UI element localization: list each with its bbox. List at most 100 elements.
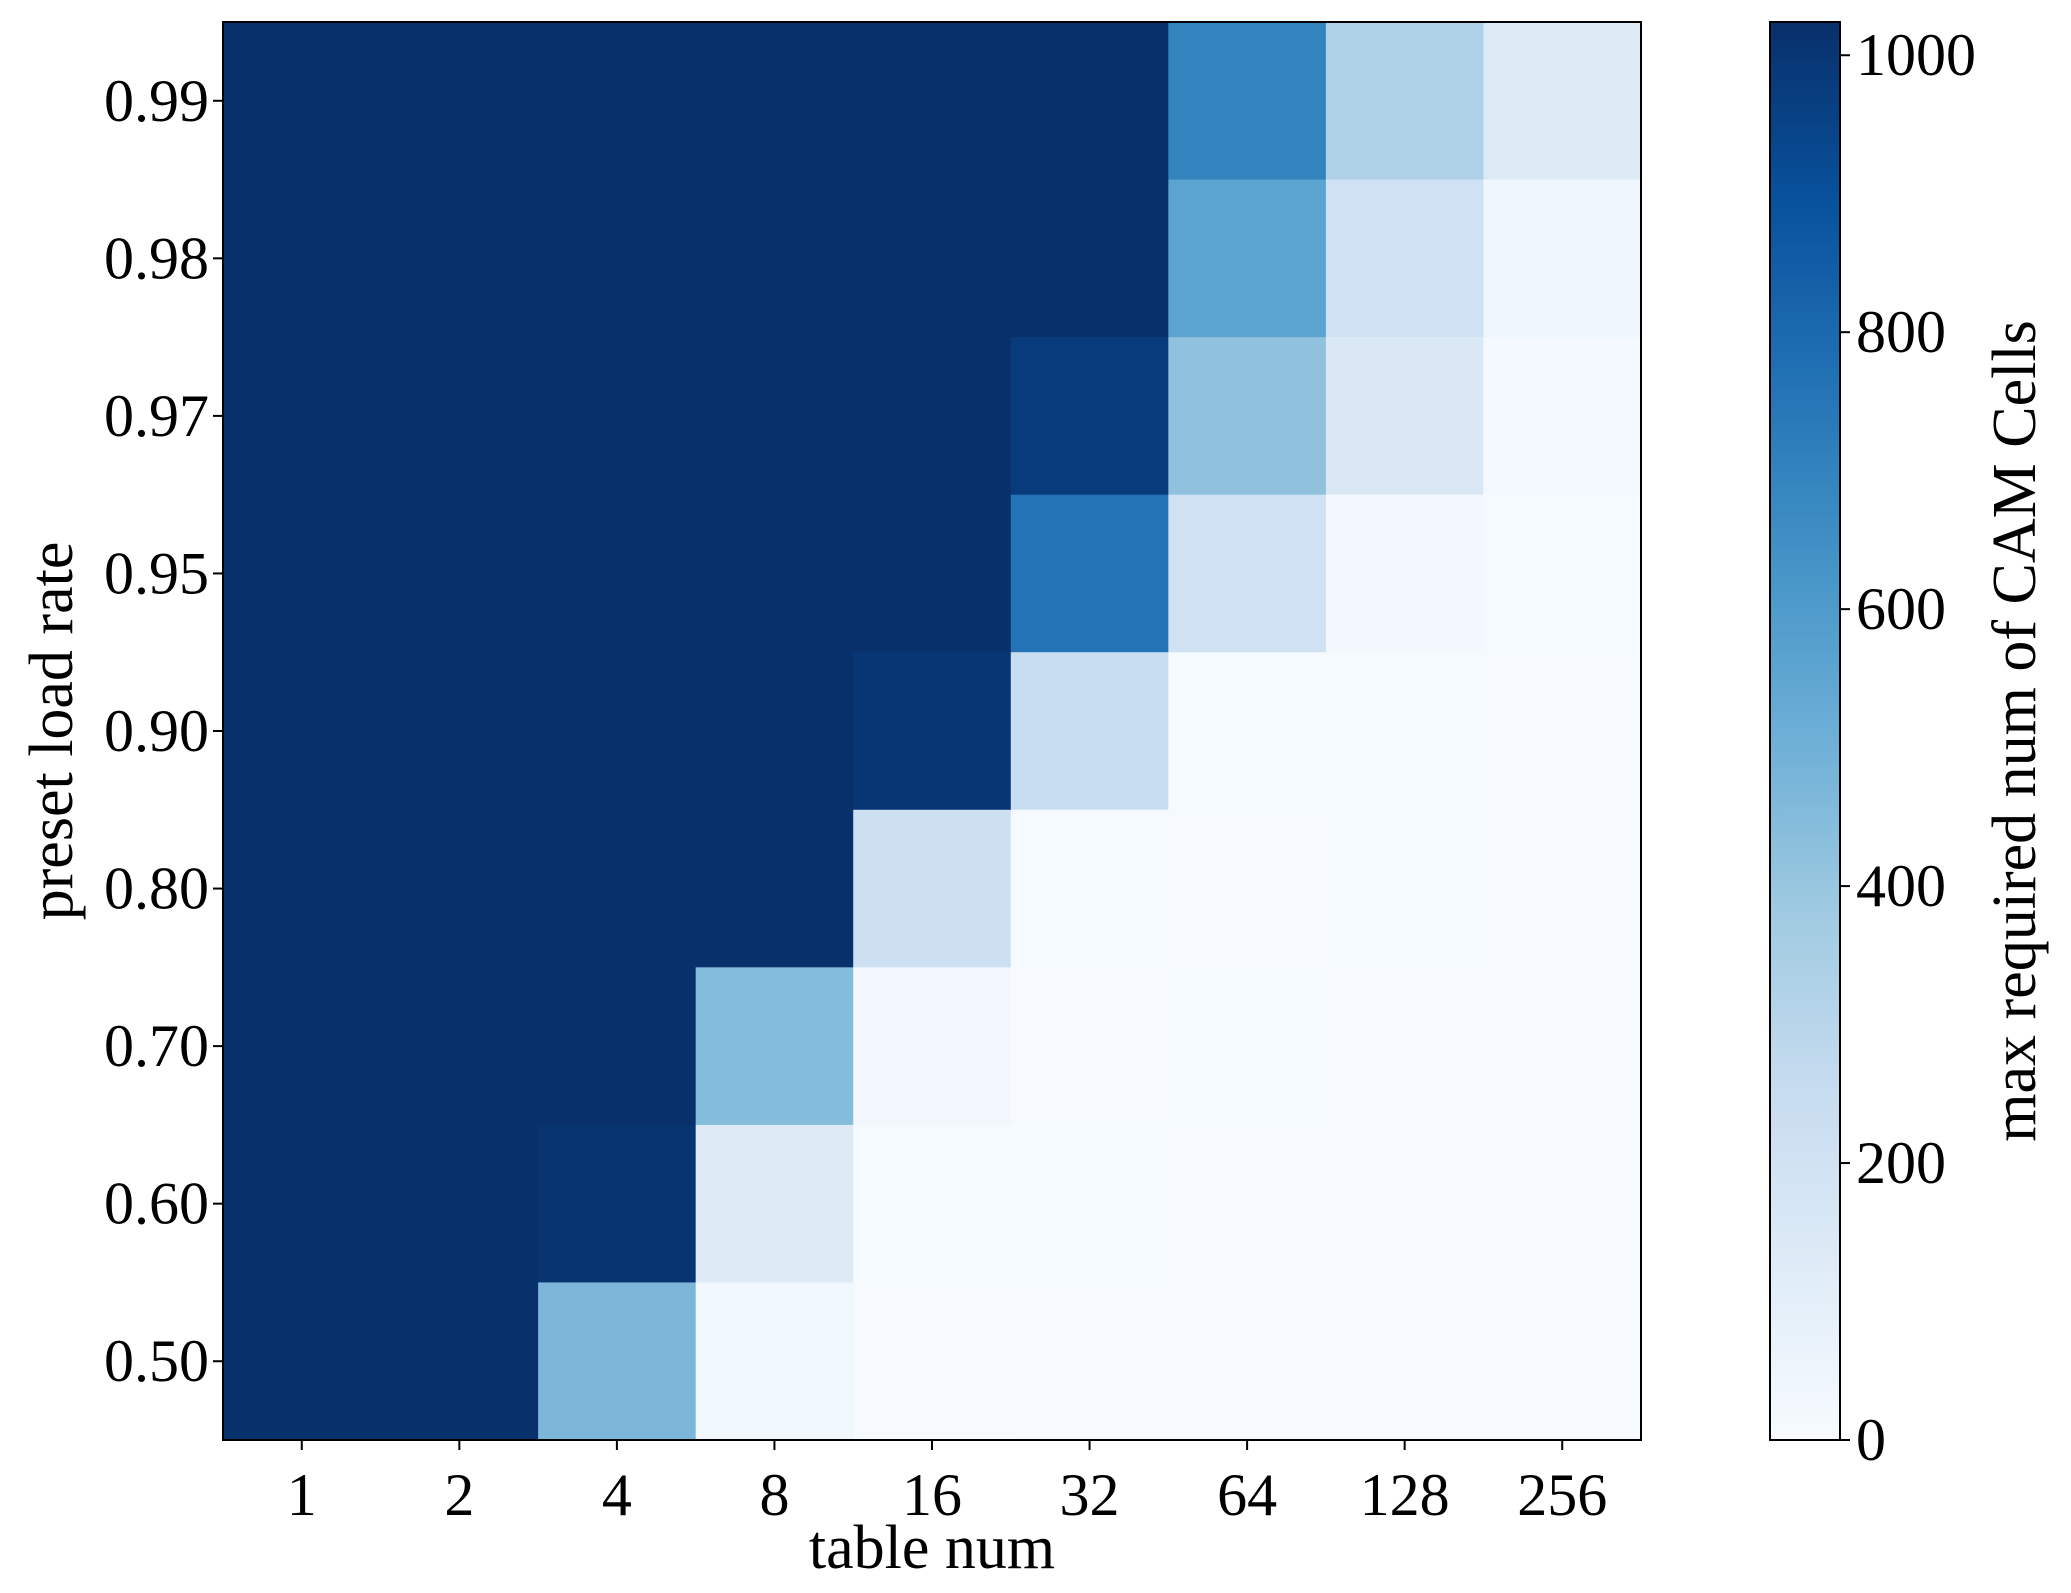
heatmap-cell-r7-c3: [695, 1124, 854, 1284]
x-tick-label: 32: [1060, 1462, 1120, 1528]
heatmap-cell-r0-c0: [223, 22, 382, 181]
heatmap-cell-r5-c0: [223, 809, 382, 968]
heatmap-cell-r6-c6: [1168, 967, 1327, 1126]
heatmap-cell-r2-c1: [380, 337, 539, 496]
heatmap-cell-r7-c4: [853, 1124, 1012, 1284]
y-tick-label: 0.50: [104, 1328, 209, 1394]
heatmap-cell-r4-c3: [695, 652, 854, 811]
heatmap-cell-r0-c8: [1483, 22, 1642, 181]
x-axis-label: table num: [809, 1514, 1055, 1582]
y-tick-label: 0.80: [104, 856, 209, 922]
y-axis-label: preset load rate: [18, 542, 86, 921]
heatmap-cell-r5-c6: [1168, 809, 1327, 968]
x-tick-label: 8: [759, 1462, 789, 1528]
heatmap-cell-r7-c6: [1168, 1124, 1327, 1284]
heatmap-cell-r6-c1: [380, 967, 539, 1126]
colorbar: [1770, 22, 1840, 1440]
colorbar-tick-label: 400: [1856, 853, 1946, 919]
heatmap-cell-r5-c8: [1483, 809, 1642, 968]
heatmap-cell-r3-c7: [1325, 494, 1485, 653]
heatmap-cell-r2-c5: [1010, 337, 1169, 496]
heatmap-cell-r0-c4: [853, 22, 1012, 181]
colorbar-tick-label: 200: [1856, 1130, 1946, 1196]
y-tick-label: 0.60: [104, 1171, 209, 1237]
x-tick-label: 4: [602, 1462, 632, 1528]
heatmap-cell-r6-c5: [1010, 967, 1169, 1126]
heatmap-cell-r8-c1: [380, 1282, 539, 1441]
heatmap-cell-r8-c8: [1483, 1282, 1642, 1441]
heatmap-cell-r0-c2: [538, 22, 697, 181]
colorbar-label: max required num of CAM Cells: [1981, 320, 2049, 1141]
heatmap-cell-r6-c4: [853, 967, 1012, 1126]
heatmap-cell-r7-c7: [1325, 1124, 1485, 1284]
x-axis-ticks: 1 2 4 8 16 32 64 128 256: [287, 1440, 1607, 1528]
heatmap-cell-r8-c5: [1010, 1282, 1169, 1441]
heatmap-cell-r5-c4: [853, 809, 1012, 968]
y-tick-label: 0.99: [104, 68, 209, 134]
heatmap-cell-r5-c5: [1010, 809, 1169, 968]
heatmap-cell-r2-c7: [1325, 337, 1485, 496]
heatmap-cell-r4-c5: [1010, 652, 1169, 811]
heatmap-cell-r1-c8: [1483, 179, 1642, 338]
heatmap-cell-r8-c3: [695, 1282, 854, 1441]
colorbar-tick-label: 0: [1856, 1407, 1886, 1473]
heatmap-cell-r8-c7: [1325, 1282, 1485, 1441]
heatmap-cell-r0-c6: [1168, 22, 1327, 181]
y-tick-label: 0.97: [104, 383, 209, 449]
colorbar-tick-label: 1000: [1856, 22, 1976, 88]
heatmap-cell-r4-c6: [1168, 652, 1327, 811]
x-tick-label: 128: [1360, 1462, 1450, 1528]
heatmap-cell-r2-c8: [1483, 337, 1642, 496]
heatmap-cell-r4-c8: [1483, 652, 1642, 811]
colorbar-ticks: 0 200 400 600 800 1000: [1840, 22, 1976, 1473]
heatmap-cell-r8-c4: [853, 1282, 1012, 1441]
heatmap-cell-r7-c5: [1010, 1124, 1169, 1284]
heatmap-cell-r4-c0: [223, 652, 382, 811]
heatmap-cell-r3-c2: [538, 494, 697, 653]
heatmap-cell-r4-c4: [853, 652, 1012, 811]
heatmap-cell-r2-c2: [538, 337, 697, 496]
y-axis-ticks: 0.99 0.98 0.97 0.95 0.90 0.80 0.70 0.60 0.50: [104, 68, 223, 1394]
heatmap-cell-r3-c6: [1168, 494, 1327, 653]
heatmap-cell-r3-c5: [1010, 494, 1169, 653]
y-tick-label: 0.90: [104, 698, 209, 764]
x-tick-label: 16: [902, 1462, 962, 1528]
y-tick-label: 0.70: [104, 1013, 209, 1079]
x-tick-label: 2: [444, 1462, 474, 1528]
heatmap-cell-r1-c5: [1010, 179, 1169, 338]
heatmap-cell-r7-c2: [538, 1124, 697, 1284]
heatmap-cell-r5-c7: [1325, 809, 1485, 968]
heatmap-cell-r0-c5: [1010, 22, 1169, 181]
heatmap-cell-r8-c0: [223, 1282, 382, 1441]
heatmap-cell-r1-c6: [1168, 179, 1327, 338]
heatmap-cell-r6-c3: [695, 967, 854, 1126]
heatmap-cell-r0-c7: [1325, 22, 1485, 181]
heatmap-cell-r4-c7: [1325, 652, 1485, 811]
heatmap-cell-r2-c4: [853, 337, 1012, 496]
heatmap-cell-r3-c3: [695, 494, 854, 653]
heatmap-cell-r3-c8: [1483, 494, 1642, 653]
heatmap-cell-r4-c1: [380, 652, 539, 811]
y-tick-label: 0.95: [104, 540, 209, 606]
heatmap-cell-r4-c2: [538, 652, 697, 811]
heatmap-cell-r2-c0: [223, 337, 382, 496]
colorbar-frame: [1769, 21, 1841, 1441]
heatmap-cell-r1-c7: [1325, 179, 1485, 338]
heatmap-cell-r5-c2: [538, 809, 697, 968]
heatmap-cell-r1-c0: [223, 179, 382, 338]
heatmap-cell-r1-c3: [695, 179, 854, 338]
heatmap-cell-r2-c6: [1168, 337, 1327, 496]
heatmap-cell-r3-c0: [223, 494, 382, 653]
x-tick-label: 64: [1217, 1462, 1277, 1528]
heatmap-cell-r6-c7: [1325, 967, 1485, 1126]
heatmap-cell-r7-c1: [380, 1124, 539, 1284]
heatmap-cell-r0-c1: [380, 22, 539, 181]
heatmap-cells: [223, 22, 1642, 1441]
heatmap-cell-r7-c0: [223, 1124, 382, 1284]
heatmap-cell-r8-c2: [538, 1282, 697, 1441]
heatmap-cell-r6-c0: [223, 967, 382, 1126]
heatmap-cell-r6-c2: [538, 967, 697, 1126]
heatmap-cell-r2-c3: [695, 337, 854, 496]
heatmap-cell-r1-c4: [853, 179, 1012, 338]
